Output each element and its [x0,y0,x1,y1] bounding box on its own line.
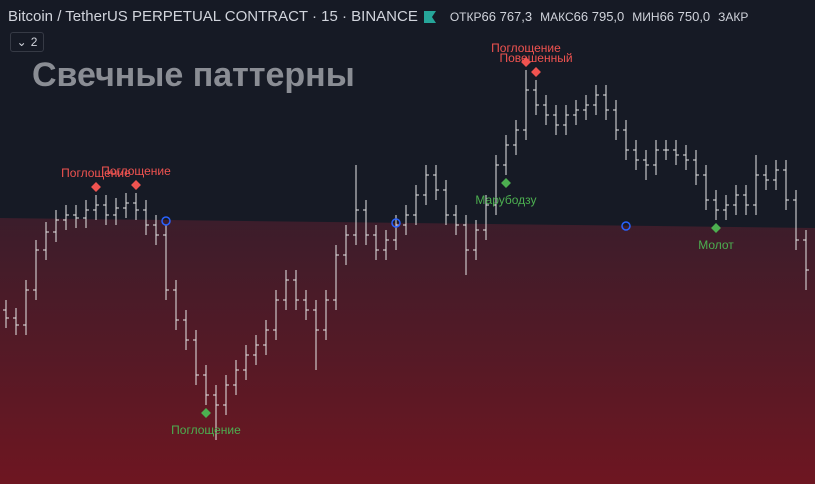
signal-marker [131,180,141,190]
stat-label: ОТКР [449,10,482,24]
stat-value: 66 795,0 [573,9,625,24]
signal-marker [711,223,721,233]
chart-title: Свечные паттерны [32,56,355,94]
signal-marker [91,182,101,192]
stat-label: ЗАКР [718,10,749,24]
indicator-count: 2 [30,35,38,49]
signal-label: Поглощение [101,164,171,178]
signal-marker [501,178,511,188]
header: Bitcoin / TetherUS PERPETUAL CONTRACT · … [8,8,748,25]
dot [161,216,171,226]
signal-marker [201,408,211,418]
signal-label: Повешенный [499,51,572,65]
flag [423,10,436,23]
dot [391,218,401,228]
dot [621,221,631,231]
signal-marker [531,67,541,77]
stat-value: 66 750,0 [659,9,711,24]
stat-label: МИН [632,10,660,24]
signal-marker [521,57,531,67]
indicator-toggle[interactable]: ⌄ 2 [10,32,44,52]
signal-label: Поглощение [171,423,241,437]
signal-label: Молот [698,238,734,252]
signal-label: Поглощение [491,41,561,55]
stat-value: 66 767,3 [481,9,533,24]
stat-label: МАКС [540,10,574,24]
stats: ОТКР66 767,3 МАКС66 795,0 МИН66 750,0 ЗАКР [442,8,749,25]
symbol: Bitcoin / TetherUS PERPETUAL CONTRACT · … [8,8,418,25]
indicator-area [0,218,815,484]
signal-label: Поглощение [61,166,131,180]
signal-label: Марубодзу [475,193,536,207]
